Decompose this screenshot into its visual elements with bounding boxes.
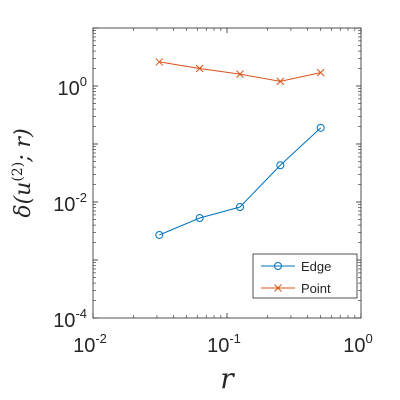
data-point-point: [316, 68, 325, 77]
legend-entry-edge: Edge: [261, 259, 331, 274]
legend-marker-edge: [274, 262, 282, 270]
data-point-point: [276, 77, 285, 86]
y-tick-label: 10-4: [53, 306, 87, 332]
legend: Edge Point: [252, 253, 358, 299]
data-point-edge: [316, 123, 325, 132]
x-tick-labels: 10-2 10-1 100: [73, 331, 373, 357]
series-edge: [155, 123, 325, 239]
y-tick-label: 100: [58, 74, 87, 100]
data-point-point: [195, 64, 204, 73]
y-tick-label: 10-2: [53, 190, 87, 216]
data-point-point: [236, 70, 244, 79]
minor-ticks: [93, 28, 361, 318]
series-point: [155, 58, 325, 86]
data-point-edge: [235, 202, 244, 211]
series-line-point: [159, 61, 321, 82]
legend-marker-point: [274, 284, 282, 292]
legend-label-edge: Edge: [301, 259, 331, 274]
data-point-edge: [276, 161, 285, 170]
x-tick-label: 10-1: [207, 331, 241, 357]
data-point-edge: [155, 230, 164, 239]
legend-box: [252, 253, 358, 299]
y-tick-labels: 10-4 10-2 100: [53, 74, 87, 332]
x-tick-label: 10-2: [73, 331, 107, 357]
series-line-edge: [159, 127, 322, 236]
x-axis-label: r: [220, 362, 235, 395]
x-tick-label: 100: [343, 331, 372, 357]
data-point-edge: [195, 213, 204, 222]
plot-area-frame: [92, 27, 362, 319]
legend-label-point: Point: [301, 281, 331, 296]
series-layer: [155, 58, 325, 239]
y-axis-label: δ(u(2); r): [10, 128, 36, 217]
data-point-point: [155, 58, 164, 66]
legend-entry-point: Point: [261, 281, 331, 296]
